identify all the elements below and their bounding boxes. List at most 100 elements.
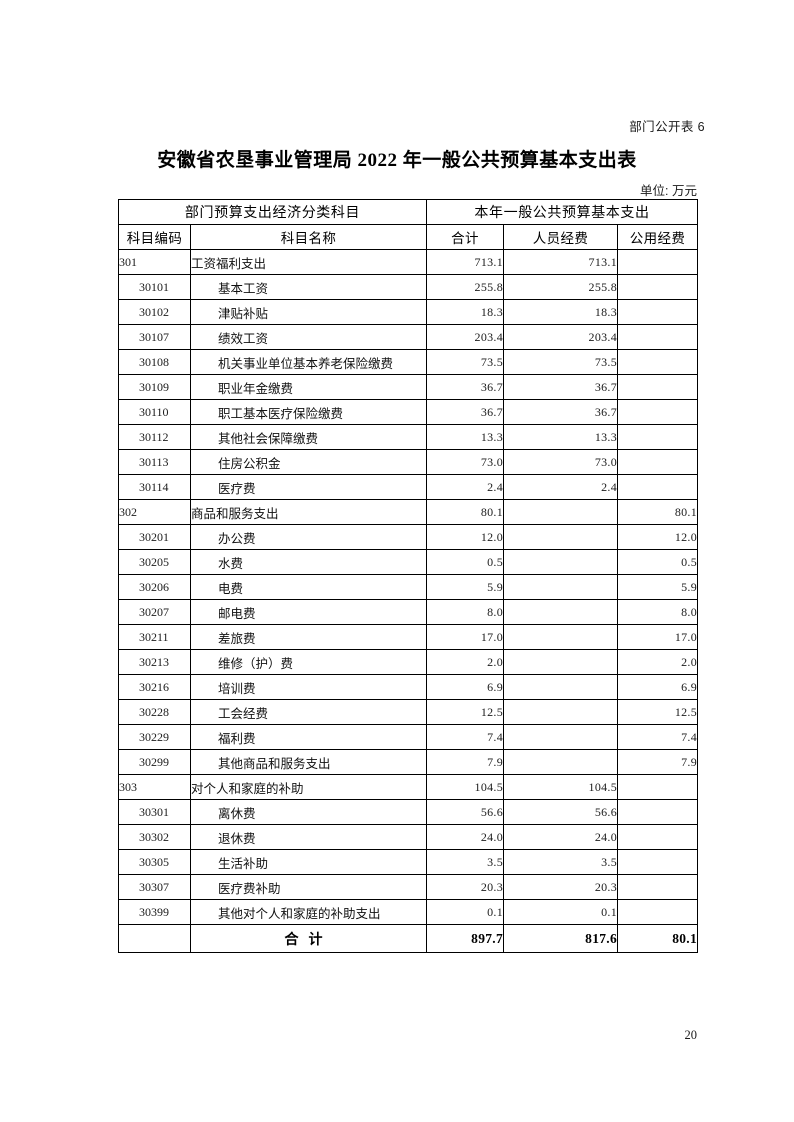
- row-code: 303: [118, 774, 191, 800]
- row-personnel: 73.5: [503, 349, 619, 375]
- row-name: 其他商品和服务支出: [189, 749, 428, 775]
- row-code: 30305: [118, 849, 191, 875]
- row-total: 24.0: [426, 824, 505, 850]
- row-total: 73.5: [426, 349, 505, 375]
- row-personnel: [503, 724, 619, 750]
- table-row: 30307 医疗费补助 20.3 20.3: [118, 874, 699, 900]
- row-code: 302: [118, 499, 191, 525]
- row-total: 7.9: [426, 749, 505, 775]
- unit-note: 单位: 万元: [640, 184, 697, 198]
- row-code: 30307: [118, 874, 191, 900]
- page-title: 安徽省农垦事业管理局 2022 年一般公共预算基本支出表: [157, 150, 637, 171]
- row-public: [617, 299, 699, 325]
- table-row: 30302 退休费 24.0 24.0: [118, 824, 699, 850]
- table-row: 30113 住房公积金 73.0 73.0: [118, 449, 699, 475]
- total-row-public: 80.1: [617, 924, 699, 953]
- row-code: 30113: [118, 449, 191, 475]
- row-personnel: 255.8: [503, 274, 619, 300]
- column-header-code: 科目编码: [118, 224, 191, 250]
- row-code: 301: [118, 249, 191, 275]
- row-personnel: 36.7: [503, 374, 619, 400]
- page-number: 20: [684, 1028, 698, 1042]
- row-name: 福利费: [189, 724, 428, 750]
- row-name: 生活补助: [189, 849, 428, 875]
- row-name: 工资福利支出: [189, 249, 428, 275]
- row-personnel: 2.4: [503, 474, 619, 500]
- row-total: 3.5: [426, 849, 505, 875]
- row-total: 8.0: [426, 599, 505, 625]
- row-name: 维修（护）费: [189, 649, 428, 675]
- row-public: 7.9: [617, 749, 699, 775]
- row-personnel: [503, 649, 619, 675]
- header-group-left: 部门预算支出经济分类科目: [117, 199, 428, 225]
- table-row: 30205 水费 0.5 0.5: [118, 549, 699, 575]
- row-name: 差旅费: [189, 624, 428, 650]
- row-name: 离休费: [189, 799, 428, 825]
- row-code: 30110: [118, 399, 191, 425]
- row-code: 30112: [118, 424, 191, 450]
- table-row: 30229 福利费 7.4 7.4: [118, 724, 699, 750]
- row-name: 职工基本医疗保险缴费: [189, 399, 428, 425]
- row-code: 30102: [118, 299, 191, 325]
- row-personnel: 203.4: [503, 324, 619, 350]
- row-personnel: 0.1: [503, 899, 619, 925]
- row-public: [617, 899, 699, 925]
- row-total: 12.0: [426, 524, 505, 550]
- row-public: 5.9: [617, 574, 699, 600]
- table-row: 30114 医疗费 2.4 2.4: [118, 474, 699, 500]
- row-personnel: 24.0: [503, 824, 619, 850]
- row-public: [617, 799, 699, 825]
- row-total: 0.1: [426, 899, 505, 925]
- row-personnel: 73.0: [503, 449, 619, 475]
- row-personnel: [503, 499, 619, 525]
- row-name: 基本工资: [189, 274, 428, 300]
- row-public: [617, 324, 699, 350]
- row-public: [617, 474, 699, 500]
- row-code: 30201: [118, 524, 191, 550]
- row-name: 医疗费补助: [189, 874, 428, 900]
- table-row: 302 商品和服务支出 80.1 80.1: [118, 499, 699, 525]
- row-personnel: 56.6: [503, 799, 619, 825]
- row-code: 30211: [118, 624, 191, 650]
- row-total: 5.9: [426, 574, 505, 600]
- row-personnel: [503, 674, 619, 700]
- row-public: 80.1: [617, 499, 699, 525]
- table-row: 30301 离休费 56.6 56.6: [118, 799, 699, 825]
- row-code: 30299: [118, 749, 191, 775]
- row-name: 机关事业单位基本养老保险缴费: [189, 349, 428, 375]
- row-public: [617, 449, 699, 475]
- budget-table: 部门预算支出经济分类科目 本年一般公共预算基本支出 科目编码 科目名称 合计 人…: [117, 199, 699, 953]
- table-row: 30108 机关事业单位基本养老保险缴费 73.5 73.5: [118, 349, 699, 375]
- row-personnel: 20.3: [503, 874, 619, 900]
- table-row: 30211 差旅费 17.0 17.0: [118, 624, 699, 650]
- row-name: 退休费: [189, 824, 428, 850]
- row-name: 职业年金缴费: [189, 374, 428, 400]
- table-group-header-row: 部门预算支出经济分类科目 本年一般公共预算基本支出: [117, 199, 699, 225]
- table-body: 301 工资福利支出 713.1 713.1 30101 基本工资 255.8 255.8 30…: [118, 249, 699, 925]
- row-total: 13.3: [426, 424, 505, 450]
- row-personnel: [503, 749, 619, 775]
- table-column-header-row: 科目编码 科目名称 合计 人员经费 公用经费: [118, 224, 699, 250]
- row-personnel: [503, 624, 619, 650]
- table-row: 30107 绩效工资 203.4 203.4: [118, 324, 699, 350]
- row-public: 2.0: [617, 649, 699, 675]
- table-row: 301 工资福利支出 713.1 713.1: [118, 249, 699, 275]
- table-row: 30305 生活补助 3.5 3.5: [118, 849, 699, 875]
- row-total: 73.0: [426, 449, 505, 475]
- row-name: 绩效工资: [189, 324, 428, 350]
- row-personnel: [503, 524, 619, 550]
- row-total: 80.1: [426, 499, 505, 525]
- row-name: 邮电费: [189, 599, 428, 625]
- row-name: 商品和服务支出: [189, 499, 428, 525]
- row-personnel: 36.7: [503, 399, 619, 425]
- row-name: 医疗费: [189, 474, 428, 500]
- table-footer: 合计 897.7 817.6 80.1: [118, 924, 699, 953]
- table-row: 30102 津贴补贴 18.3 18.3: [118, 299, 699, 325]
- budget-table-container: 部门预算支出经济分类科目 本年一般公共预算基本支出 科目编码 科目名称 合计 人…: [117, 199, 699, 953]
- table-row: 30399 其他对个人和家庭的补助支出 0.1 0.1: [118, 899, 699, 925]
- row-total: 18.3: [426, 299, 505, 325]
- row-code: 30109: [118, 374, 191, 400]
- row-personnel: 713.1: [503, 249, 619, 275]
- row-code: 30101: [118, 274, 191, 300]
- row-personnel: [503, 549, 619, 575]
